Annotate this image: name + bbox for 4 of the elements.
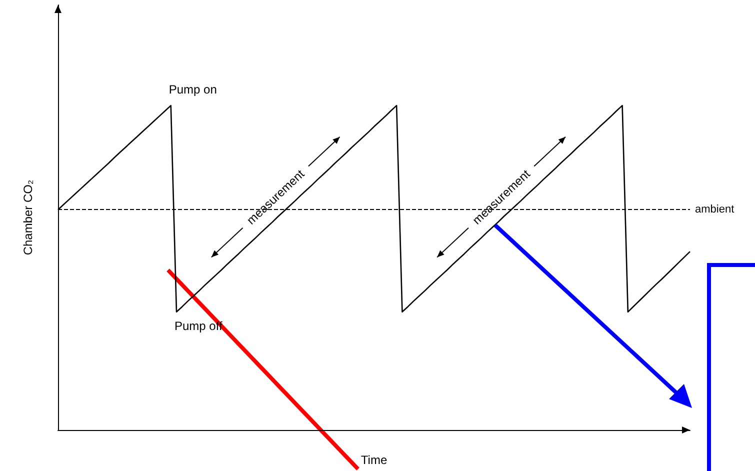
x-axis-title: Time xyxy=(360,453,388,467)
y-axis-title: Chamber CO₂ xyxy=(21,179,35,256)
text: Pump on xyxy=(168,82,217,97)
ref-line-label: ambient xyxy=(695,203,734,216)
